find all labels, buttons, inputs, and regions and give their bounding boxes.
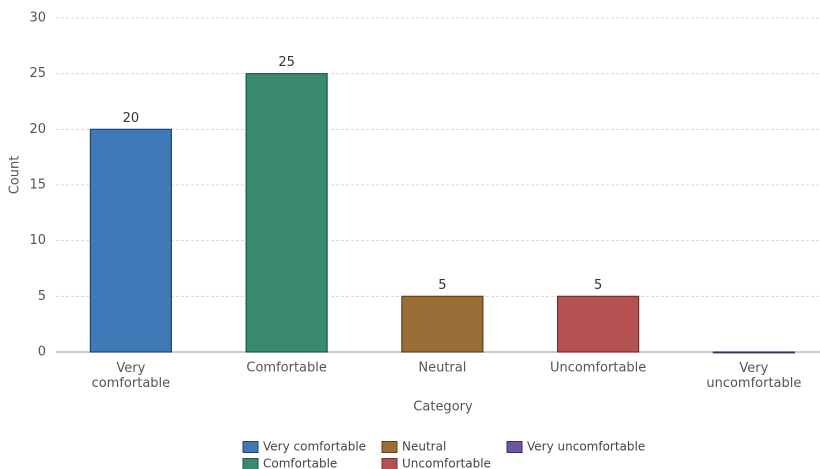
bar [557, 295, 640, 353]
x-axis-label: Category [413, 400, 473, 415]
legend-swatch [381, 458, 398, 469]
bar [89, 128, 172, 353]
y-axis-label: Count [8, 156, 23, 195]
x-tick-label: Very uncomfortable [706, 361, 801, 391]
value-label: 25 [278, 55, 295, 70]
x-tick-label: Comfortable [246, 361, 327, 376]
y-tick-label: 30 [29, 11, 46, 26]
legend-label: Uncomfortable [402, 457, 491, 469]
y-tick-label: 20 [29, 122, 46, 137]
y-tick-label: 10 [29, 233, 46, 248]
legend-swatch [242, 441, 259, 453]
legend-swatch [506, 441, 523, 453]
y-tick-label: 5 [38, 289, 46, 304]
value-label: 5 [438, 278, 446, 293]
bar [401, 295, 484, 353]
legend-swatch [381, 441, 398, 453]
value-label: 20 [123, 111, 140, 126]
x-tick-label: Neutral [418, 361, 466, 376]
value-label: 5 [594, 278, 602, 293]
y-tick-label: 15 [29, 178, 46, 193]
legend-swatch [242, 458, 259, 469]
x-tick-label: Very comfortable [92, 361, 171, 391]
legend-label: Very uncomfortable [527, 440, 645, 454]
x-tick-label: Uncomfortable [550, 361, 646, 376]
legend-label: Comfortable [263, 457, 337, 469]
bar [712, 351, 795, 354]
y-tick-label: 0 [38, 345, 46, 360]
legend-label: Neutral [402, 440, 446, 454]
bar [245, 73, 328, 353]
y-tick-label: 25 [29, 66, 46, 81]
legend-label: Very comfortable [263, 440, 366, 454]
